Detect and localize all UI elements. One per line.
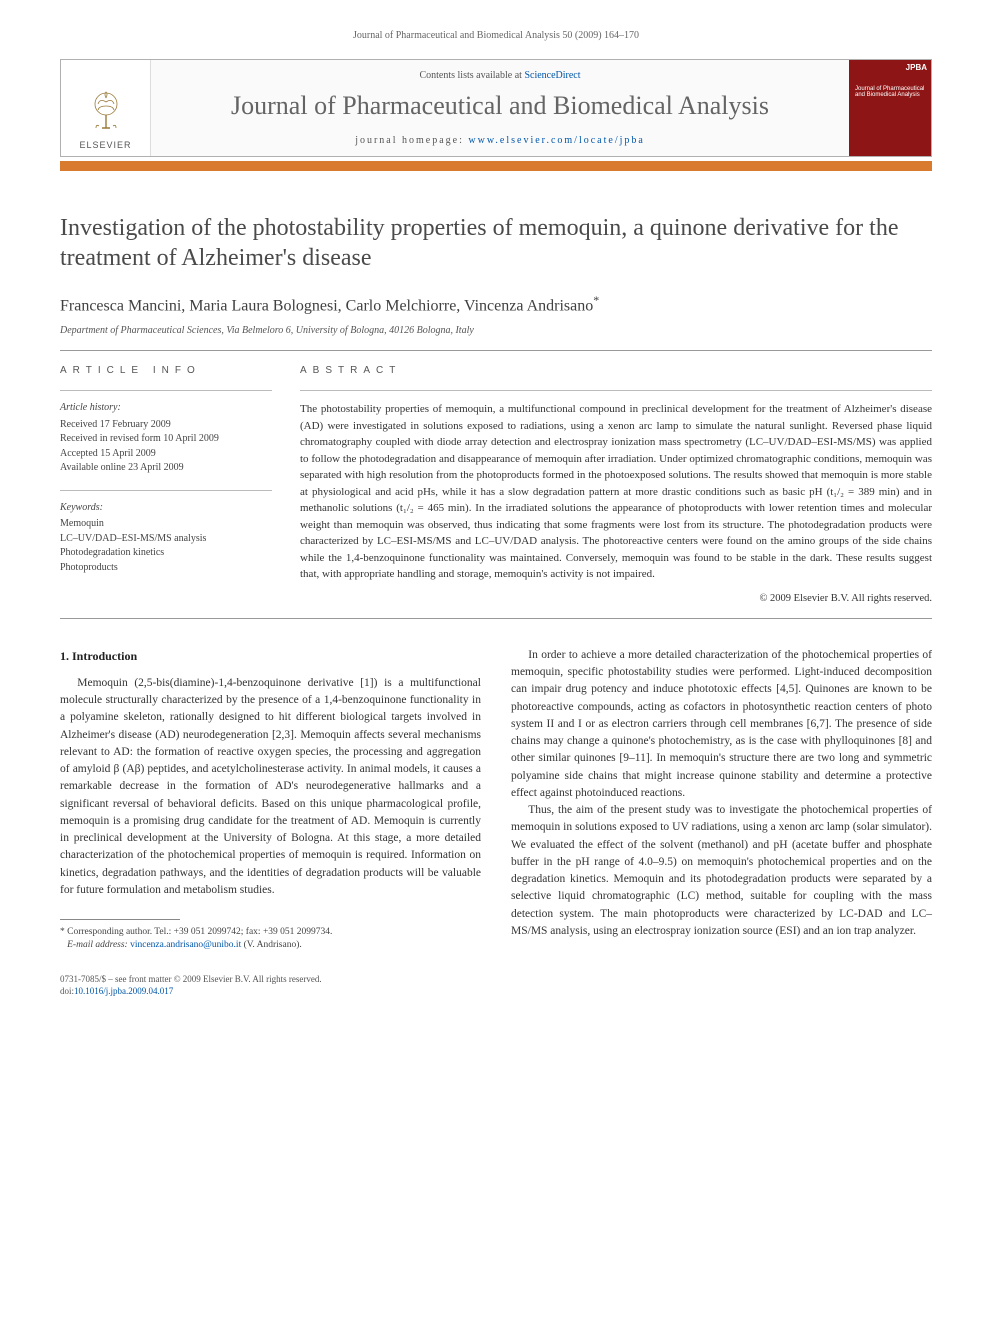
corresponding-email-link[interactable]: vincenza.andrisano@unibo.it [130, 940, 241, 950]
footnote-email-label: E-mail address: [67, 940, 128, 950]
keywords-block: Keywords: Memoquin LC–UV/DAD–ESI-MS/MS a… [60, 501, 272, 576]
homepage-link[interactable]: www.elsevier.com/locate/jpba [468, 135, 644, 146]
publisher-name: ELSEVIER [79, 140, 131, 150]
keyword-1: LC–UV/DAD–ESI-MS/MS analysis [60, 533, 206, 544]
section-1-heading: 1. Introduction [60, 647, 481, 665]
contents-availability: Contents lists available at ScienceDirec… [419, 70, 580, 81]
rule-bottom [60, 618, 932, 619]
keywords-label: Keywords: [60, 501, 272, 516]
body-column-left: 1. Introduction Memoquin (2,5-bis(diamin… [60, 647, 481, 998]
author-list: Francesca Mancini, Maria Laura Bolognesi… [60, 293, 932, 315]
contents-prefix: Contents lists available at [419, 70, 524, 81]
cover-small-title: Journal of Pharmaceutical and Biomedical… [855, 86, 925, 98]
orange-divider [60, 161, 932, 171]
abs-rule [300, 390, 932, 391]
running-citation: Journal of Pharmaceutical and Biomedical… [60, 30, 932, 41]
abstract-copyright: © 2009 Elsevier B.V. All rights reserved… [300, 593, 932, 604]
doi-link[interactable]: 10.1016/j.jpba.2009.04.017 [74, 986, 173, 996]
homepage-prefix: journal homepage: [355, 135, 468, 146]
sciencedirect-link[interactable]: ScienceDirect [524, 70, 580, 81]
corresponding-mark: * [593, 293, 599, 307]
journal-name: Journal of Pharmaceutical and Biomedical… [231, 91, 769, 121]
journal-banner: ELSEVIER Contents lists available at Sci… [60, 59, 932, 157]
authors-text: Francesca Mancini, Maria Laura Bolognesi… [60, 297, 593, 314]
keyword-2: Photodegradation kinetics [60, 547, 164, 558]
elsevier-tree-icon [82, 88, 130, 136]
journal-cover-thumb: JPBA Journal of Pharmaceutical and Biome… [849, 60, 931, 156]
footer-block: 0731-7085/$ – see front matter © 2009 El… [60, 973, 481, 998]
meta-rule-1 [60, 390, 272, 391]
footer-doi-label: doi: [60, 986, 74, 996]
history-received: Received 17 February 2009 [60, 419, 171, 430]
keyword-0: Memoquin [60, 518, 104, 529]
article-title: Investigation of the photostability prop… [60, 213, 932, 273]
history-online: Available online 23 April 2009 [60, 462, 184, 473]
intro-para-3: Thus, the aim of the present study was t… [511, 802, 932, 940]
keyword-3: Photoproducts [60, 562, 118, 573]
meta-abstract-row: ARTICLE INFO Article history: Received 1… [60, 351, 932, 618]
meta-rule-2 [60, 490, 272, 491]
history-revised: Received in revised form 10 April 2009 [60, 433, 219, 444]
footnote-line1: Corresponding author. Tel.: +39 051 2099… [67, 927, 332, 937]
body-columns: 1. Introduction Memoquin (2,5-bis(diamin… [60, 647, 932, 998]
history-accepted: Accepted 15 April 2009 [60, 448, 156, 459]
footnote-email-suffix: (V. Andrisano). [244, 940, 302, 950]
article-info-column: ARTICLE INFO Article history: Received 1… [60, 365, 272, 604]
abstract-text: The photostability properties of memoqui… [300, 401, 932, 583]
intro-para-1: Memoquin (2,5-bis(diamine)-1,4-benzoquin… [60, 675, 481, 899]
corresponding-footnote: * Corresponding author. Tel.: +39 051 20… [60, 926, 481, 953]
intro-para-2: In order to achieve a more detailed char… [511, 647, 932, 802]
abstract-column: ABSTRACT The photostability properties o… [300, 365, 932, 604]
abstract-heading: ABSTRACT [300, 365, 932, 376]
article-history: Article history: Received 17 February 20… [60, 401, 272, 476]
banner-center: Contents lists available at ScienceDirec… [151, 60, 849, 156]
publisher-block: ELSEVIER [61, 60, 151, 156]
cover-abbrev: JPBA [906, 64, 927, 73]
journal-homepage: journal homepage: www.elsevier.com/locat… [355, 135, 645, 146]
article-info-heading: ARTICLE INFO [60, 365, 272, 376]
footer-front-matter: 0731-7085/$ – see front matter © 2009 El… [60, 974, 322, 984]
history-label: Article history: [60, 401, 272, 416]
footnote-rule [60, 919, 180, 920]
footnote-mark: * [60, 927, 65, 937]
body-column-right: In order to achieve a more detailed char… [511, 647, 932, 998]
affiliation: Department of Pharmaceutical Sciences, V… [60, 325, 932, 336]
